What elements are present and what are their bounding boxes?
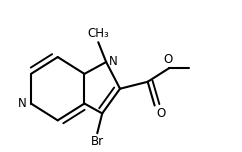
Text: N: N xyxy=(18,97,27,110)
Text: O: O xyxy=(164,53,173,66)
Text: O: O xyxy=(157,107,166,119)
Text: CH₃: CH₃ xyxy=(87,27,109,40)
Text: N: N xyxy=(109,55,118,67)
Text: Br: Br xyxy=(91,135,104,148)
